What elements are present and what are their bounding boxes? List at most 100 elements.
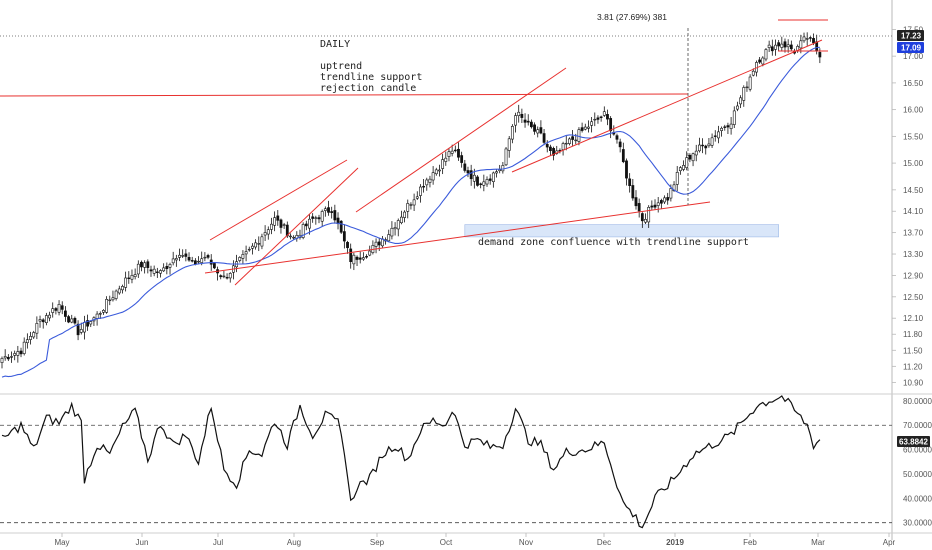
candle — [83, 315, 86, 340]
candle — [583, 123, 587, 131]
candle — [301, 222, 305, 240]
channel-line-upper — [355, 67, 567, 213]
channel-line-lower-early — [209, 159, 348, 241]
time-tick-label: Jun — [136, 538, 149, 547]
candle — [282, 222, 286, 229]
candle — [799, 34, 803, 54]
candle — [162, 263, 166, 273]
candle — [701, 138, 704, 154]
candle — [777, 39, 781, 52]
candle — [590, 117, 594, 133]
candle — [121, 284, 124, 294]
candle — [361, 252, 365, 261]
candle — [542, 128, 546, 146]
channel-line-upper-early — [234, 167, 359, 286]
candle — [48, 311, 51, 322]
candle — [409, 202, 413, 210]
price-tick-label: 14.50 — [903, 186, 924, 195]
candle — [476, 175, 479, 187]
candle — [371, 240, 375, 255]
price-tick-label: 16.00 — [903, 106, 924, 115]
candle — [260, 233, 264, 250]
time-tick-label: Aug — [287, 538, 301, 547]
long-term-trendline-support — [204, 201, 711, 274]
candle — [549, 144, 552, 156]
candle — [41, 318, 45, 329]
candle — [770, 39, 774, 56]
ma-price-badge: 17.09 — [897, 42, 924, 53]
candle — [637, 198, 641, 218]
candle — [675, 166, 679, 192]
candle — [444, 151, 448, 166]
candle — [149, 265, 153, 277]
candle — [171, 251, 175, 266]
candle — [225, 273, 229, 280]
candle — [726, 122, 730, 134]
candle — [640, 212, 644, 228]
oscillator-line — [1, 395, 821, 529]
candle — [70, 314, 74, 324]
candle — [412, 193, 416, 211]
candle — [136, 260, 140, 278]
candle — [19, 347, 23, 358]
candle — [533, 122, 536, 135]
candle — [491, 171, 495, 188]
candle — [368, 245, 372, 257]
candle — [355, 255, 359, 267]
price-tick-label: 10.90 — [903, 378, 924, 387]
candle — [764, 48, 768, 62]
candle — [143, 260, 147, 274]
candle — [263, 225, 267, 242]
note-rejection-candle: rejection candle — [320, 83, 416, 94]
candle — [717, 125, 720, 144]
candle — [380, 235, 384, 248]
candle — [612, 125, 616, 136]
candle — [187, 252, 191, 262]
candle — [691, 152, 695, 167]
candle — [631, 178, 635, 201]
candle — [736, 101, 739, 112]
candle — [495, 169, 498, 178]
candle — [181, 249, 185, 259]
candle — [222, 271, 226, 279]
candle — [596, 115, 600, 124]
candle — [663, 195, 666, 204]
candle — [10, 351, 13, 363]
candle — [32, 330, 36, 339]
candle — [593, 112, 597, 127]
candle — [124, 271, 128, 292]
candle — [0, 356, 4, 369]
candle — [526, 114, 530, 126]
candle — [682, 160, 685, 172]
candle — [466, 166, 470, 178]
candle — [320, 209, 324, 227]
candle — [168, 262, 172, 275]
candle — [241, 250, 245, 265]
candle — [783, 38, 787, 53]
time-tick-label: Dec — [597, 538, 611, 547]
oscillator-tick-label: 80.0000 — [903, 397, 932, 406]
candle — [453, 145, 457, 153]
candle — [276, 210, 280, 226]
candle — [206, 253, 210, 260]
candle — [618, 138, 622, 153]
candle — [238, 256, 242, 263]
candle — [127, 271, 131, 284]
candle — [774, 39, 777, 56]
candle — [659, 198, 663, 210]
ma-price-value: 17.09 — [901, 44, 922, 53]
candle — [76, 320, 80, 341]
candle — [254, 239, 258, 250]
candle — [748, 74, 752, 92]
candle — [140, 260, 143, 272]
candle — [609, 116, 613, 139]
candle — [323, 206, 327, 217]
candle — [197, 256, 200, 265]
candle — [666, 192, 670, 205]
candle — [111, 290, 115, 302]
candle — [580, 122, 584, 133]
candle — [469, 164, 473, 186]
candle — [130, 269, 134, 284]
axes: 17.50 17.00 16.50 16.00 15.50 15.00 14.50 14.10… — [54, 25, 932, 547]
